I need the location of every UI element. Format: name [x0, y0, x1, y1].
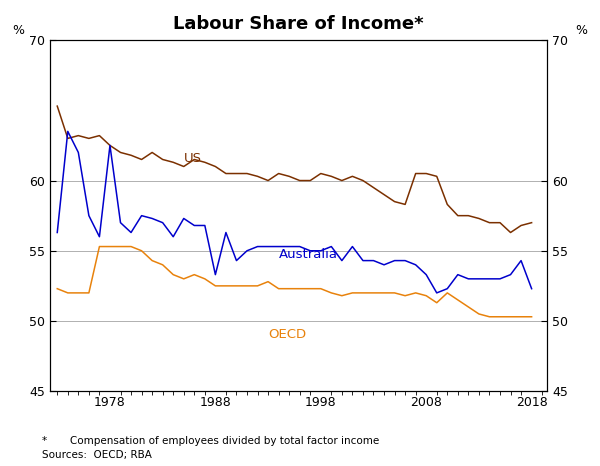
Text: OECD: OECD: [268, 328, 306, 341]
Text: Sources:  OECD; RBA: Sources: OECD; RBA: [42, 450, 152, 459]
Text: Australia: Australia: [278, 248, 338, 261]
Text: *       Compensation of employees divided by total factor income: * Compensation of employees divided by t…: [42, 436, 379, 445]
Title: Labour Share of Income*: Labour Share of Income*: [173, 15, 424, 33]
Text: %: %: [13, 24, 25, 37]
Text: US: US: [184, 152, 202, 165]
Text: %: %: [575, 24, 587, 37]
